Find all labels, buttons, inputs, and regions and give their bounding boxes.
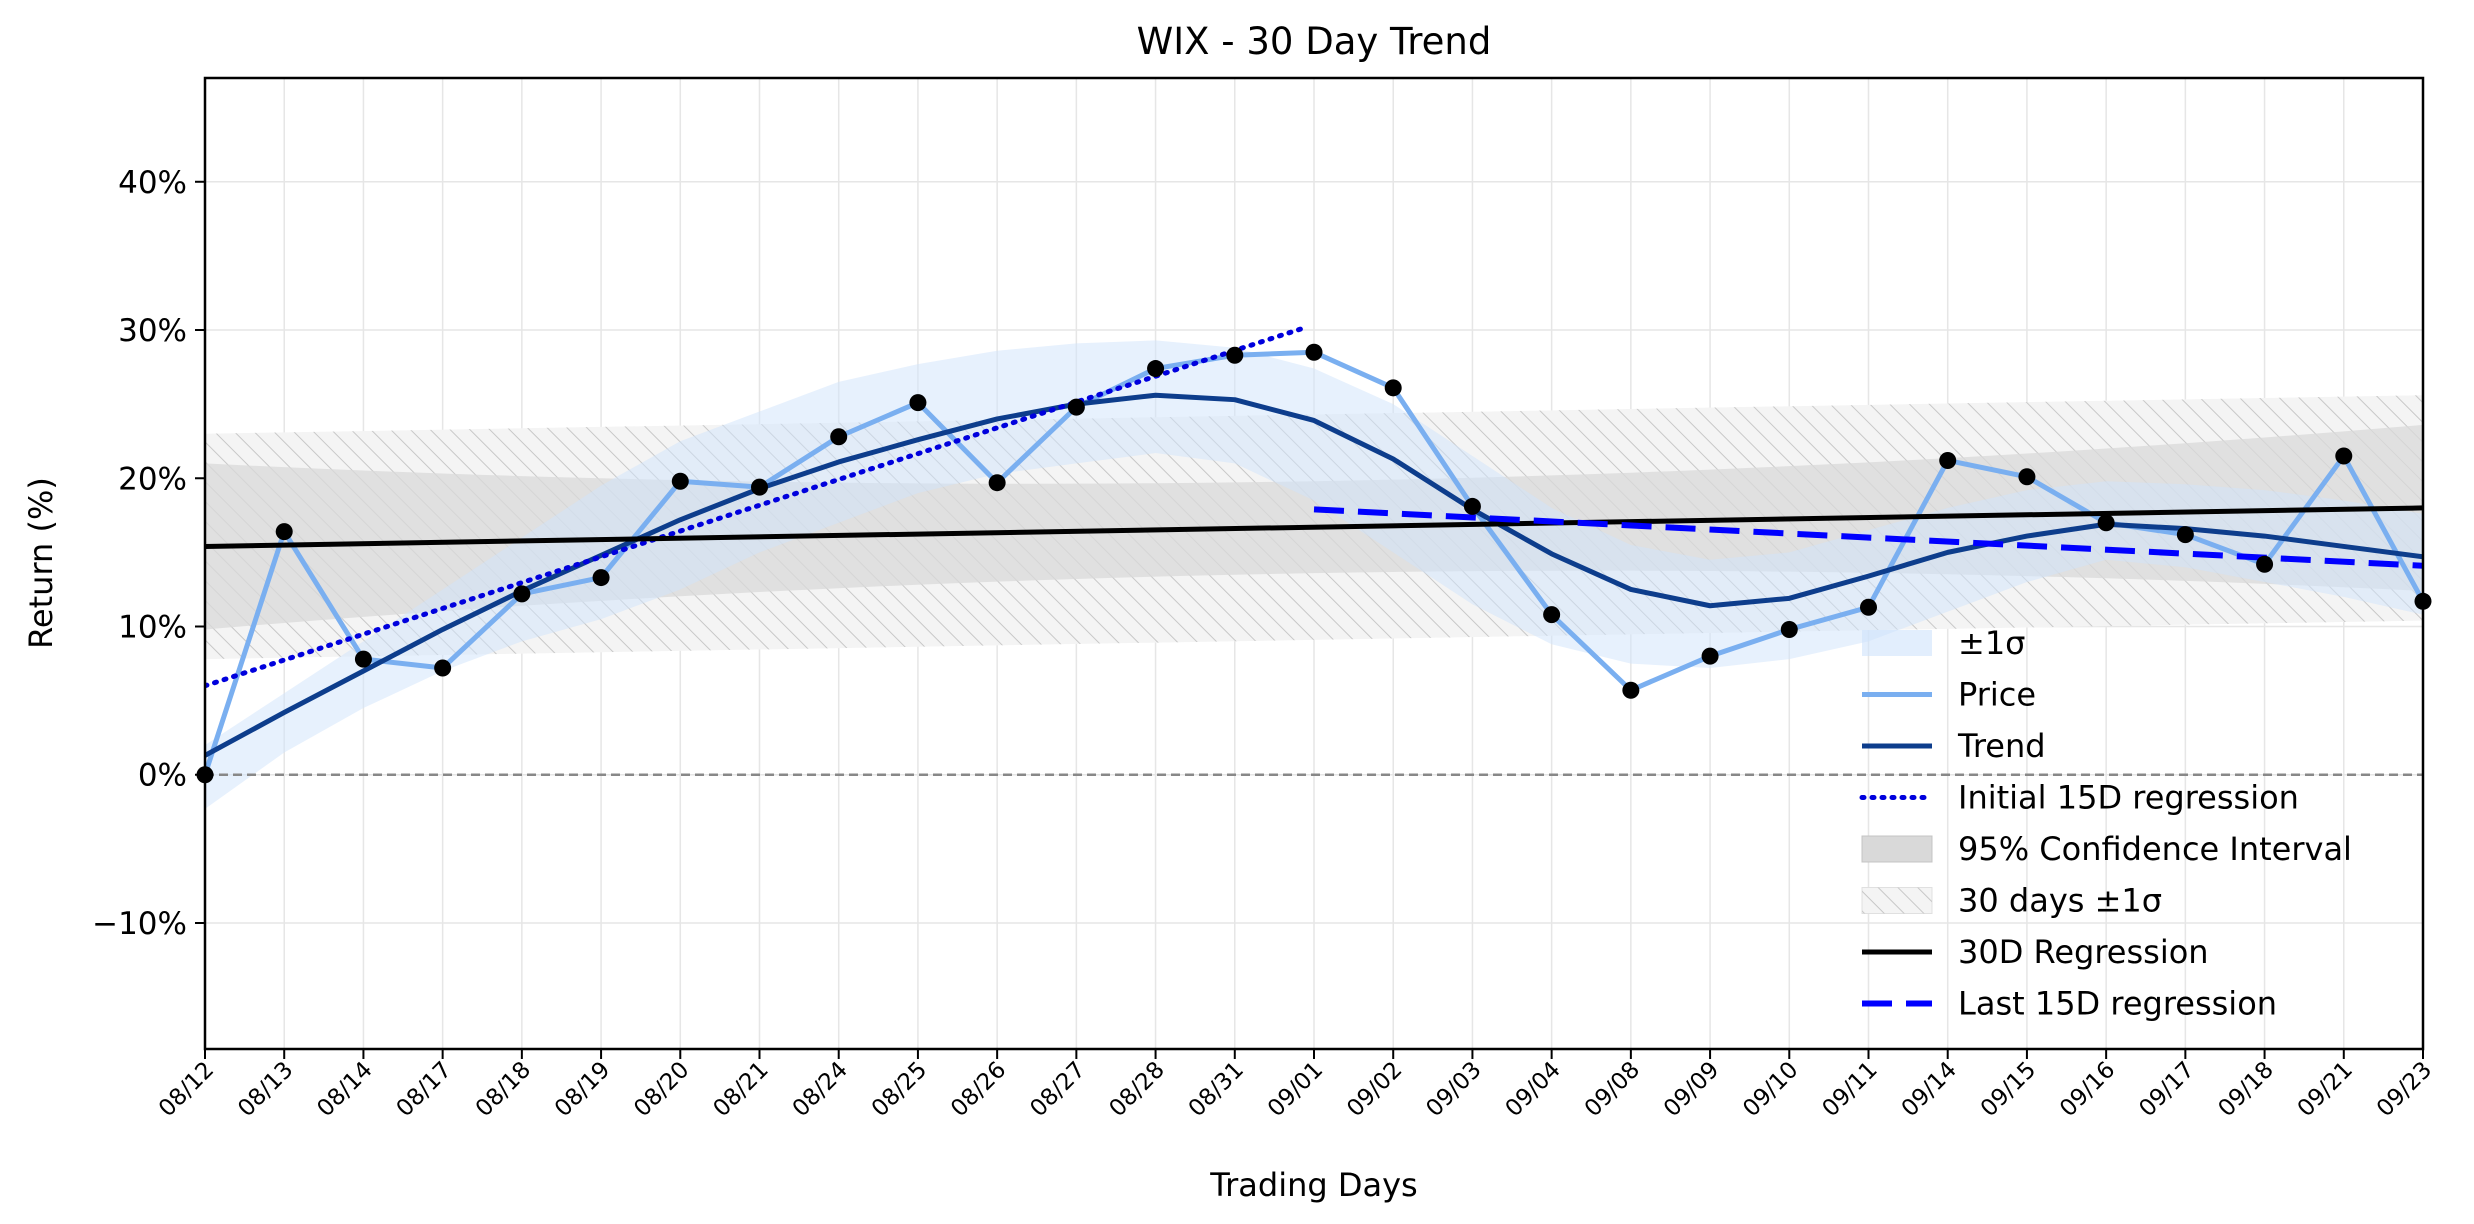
price-point bbox=[2256, 555, 2274, 573]
y-tick-label: 20% bbox=[118, 461, 187, 497]
price-point bbox=[354, 650, 372, 668]
price-point bbox=[434, 659, 452, 677]
price-point bbox=[1463, 497, 1481, 515]
price-point bbox=[988, 474, 1006, 492]
y-axis-ticks: −10% 0% 10% 20% 30% 40% bbox=[92, 165, 205, 942]
price-point bbox=[1067, 398, 1085, 416]
legend-label: Initial 15D regression bbox=[1958, 779, 2299, 817]
price-point bbox=[830, 428, 848, 446]
price-point bbox=[1543, 606, 1561, 624]
y-tick-label: 10% bbox=[118, 610, 187, 646]
price-point bbox=[592, 569, 610, 587]
y-tick-label: 40% bbox=[118, 165, 187, 201]
price-point bbox=[2335, 447, 2353, 465]
series-lines bbox=[205, 326, 2423, 776]
price-point bbox=[1939, 451, 1957, 469]
legend-label: Last 15D regression bbox=[1958, 985, 2277, 1023]
price-point bbox=[751, 478, 768, 496]
legend-swatch-30days-sigma-hatch bbox=[1862, 887, 1932, 914]
y-tick-label: 30% bbox=[118, 313, 187, 349]
price-point bbox=[1226, 346, 1244, 364]
price-point bbox=[1305, 343, 1323, 361]
price-point bbox=[2097, 514, 2115, 532]
price-point bbox=[275, 523, 293, 541]
legend-label: Trend bbox=[1957, 727, 2046, 765]
legend: ±1σ Price Trend Initial 15D regression 95% C… bbox=[1859, 624, 2352, 1023]
price-point bbox=[1780, 620, 1798, 638]
price-points bbox=[196, 343, 2432, 784]
price-point bbox=[2176, 526, 2194, 544]
legend-label: Price bbox=[1958, 676, 2036, 714]
legend-label: 30D Regression bbox=[1958, 933, 2209, 971]
band-sigma bbox=[205, 340, 2423, 809]
initial-15d-regression bbox=[205, 326, 1305, 689]
x-axis-label: Trading Days bbox=[1209, 1166, 1417, 1204]
price-point bbox=[2018, 468, 2036, 486]
price-point bbox=[1860, 598, 1877, 616]
y-tick-label: 0% bbox=[138, 758, 187, 794]
y-tick-label: −10% bbox=[92, 906, 187, 942]
y-axis-label: Return (%) bbox=[22, 477, 60, 649]
legend-swatch-sigma bbox=[1862, 630, 1932, 656]
price-point bbox=[513, 585, 531, 603]
price-point bbox=[1701, 647, 1719, 665]
last-15d-regression bbox=[1313, 506, 2423, 569]
price-point bbox=[1622, 681, 1640, 699]
legend-label: 30 days ±1σ bbox=[1958, 882, 2162, 920]
price-point bbox=[671, 472, 689, 490]
chart-title: WIX - 30 Day Trend bbox=[1137, 20, 1492, 63]
regression-30d bbox=[205, 505, 2423, 549]
price-point bbox=[1147, 360, 1165, 378]
legend-label: 95% Confidence Interval bbox=[1958, 830, 2352, 868]
legend-label: ±1σ bbox=[1958, 624, 2025, 662]
price-point bbox=[1384, 379, 1402, 397]
price-point bbox=[909, 394, 927, 412]
legend-swatch-95ci bbox=[1861, 835, 1933, 863]
